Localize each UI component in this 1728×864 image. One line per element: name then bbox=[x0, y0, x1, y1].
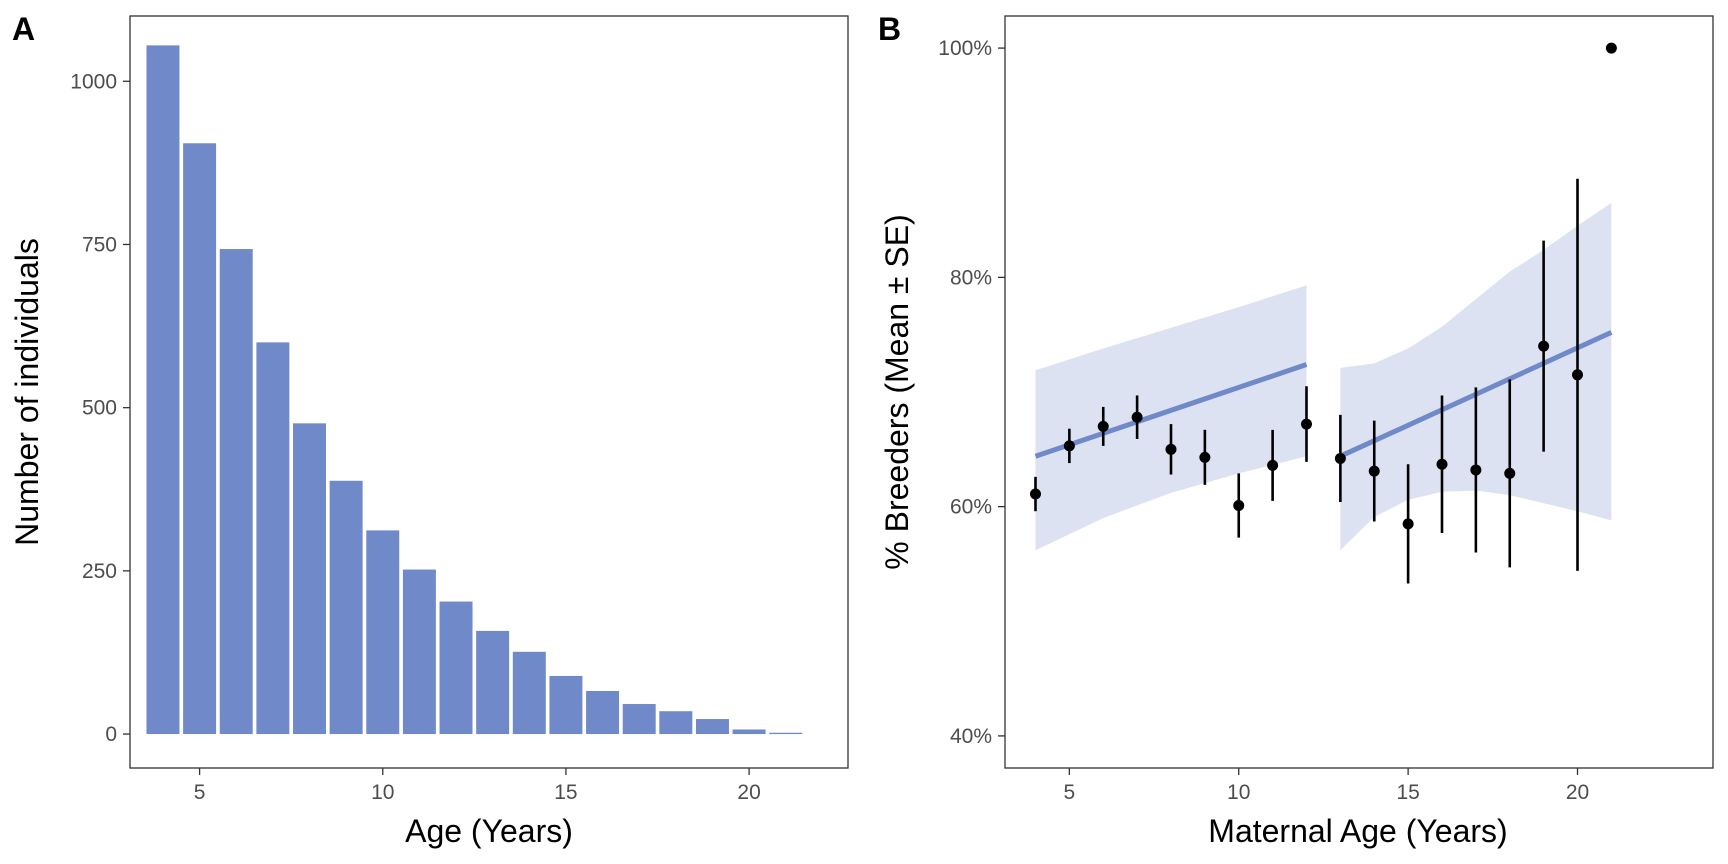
point-age-10 bbox=[1233, 499, 1245, 511]
point-age-7 bbox=[1131, 411, 1143, 423]
x-tick-label: 15 bbox=[1396, 781, 1419, 804]
point-age-4 bbox=[1029, 488, 1041, 500]
bar-age-4 bbox=[146, 45, 180, 735]
panel-a-label: A bbox=[12, 11, 35, 47]
bar-age-16 bbox=[586, 690, 620, 735]
panel-b-confidence-ribbons bbox=[1035, 202, 1612, 551]
panel-b-x-axis: 5 10 15 20 bbox=[1064, 768, 1589, 804]
y-tick-label: 250 bbox=[82, 560, 117, 583]
point-age-11 bbox=[1267, 459, 1279, 471]
point-age-5 bbox=[1063, 440, 1075, 452]
x-tick-label: 5 bbox=[194, 781, 206, 804]
confidence-ribbon-1 bbox=[1035, 285, 1307, 551]
y-tick-label: 500 bbox=[82, 397, 117, 420]
point-age-19 bbox=[1538, 340, 1550, 352]
bar-age-21 bbox=[769, 732, 803, 735]
bar-age-6 bbox=[219, 249, 253, 735]
panel-b-frame bbox=[1004, 15, 1714, 769]
bar-age-8 bbox=[293, 423, 326, 735]
bar-age-13 bbox=[476, 630, 510, 735]
panel-b-y-axis: 40% 60% 80% 100% bbox=[938, 37, 1005, 748]
y-tick-label: 60% bbox=[950, 496, 992, 519]
bar-age-17 bbox=[622, 704, 656, 735]
point-age-9 bbox=[1199, 451, 1211, 463]
panel-b: B 40% 60% 80% 100% 5 10 15 20 Maternal Age (Ye… bbox=[878, 11, 1714, 849]
point-age-20 bbox=[1571, 369, 1583, 381]
trend-line-1 bbox=[1034, 362, 1308, 459]
bar-age-12 bbox=[439, 601, 473, 735]
point-age-21 bbox=[1605, 42, 1617, 54]
bar-age-10 bbox=[366, 530, 400, 735]
panel-b-y-axis-title: % Breeders (Mean ± SE) bbox=[879, 214, 915, 569]
panel-a: A 0 250 500 750 1000 5 10 15 20 Age (Years) Num… bbox=[9, 11, 849, 849]
panel-a-y-axis-title: Number of individuals bbox=[9, 238, 45, 546]
panel-b-x-axis-title: Maternal Age (Years) bbox=[1208, 813, 1507, 849]
x-tick-label: 15 bbox=[554, 781, 577, 804]
y-tick-label: 100% bbox=[938, 37, 992, 60]
y-tick-label: 1000 bbox=[70, 70, 117, 93]
point-age-14 bbox=[1368, 465, 1380, 477]
bar-age-19 bbox=[695, 719, 729, 735]
bar-age-5 bbox=[183, 143, 217, 735]
bar-age-15 bbox=[549, 675, 583, 735]
bar-age-11 bbox=[402, 569, 436, 735]
panel-a-x-axis-title: Age (Years) bbox=[405, 813, 573, 849]
panel-b-points bbox=[1029, 42, 1617, 530]
point-age-13 bbox=[1334, 452, 1346, 464]
point-age-12 bbox=[1300, 418, 1312, 430]
x-tick-label: 10 bbox=[1227, 781, 1250, 804]
bar-age-18 bbox=[659, 711, 693, 735]
x-tick-label: 10 bbox=[371, 781, 394, 804]
point-age-8 bbox=[1165, 443, 1177, 455]
panel-a-y-axis: 0 250 500 750 1000 bbox=[70, 70, 130, 746]
panel-a-bars bbox=[146, 45, 803, 735]
point-age-15 bbox=[1402, 518, 1414, 530]
y-tick-label: 40% bbox=[950, 725, 992, 748]
panel-a-frame bbox=[129, 15, 849, 769]
point-age-17 bbox=[1470, 464, 1482, 476]
bar-age-7 bbox=[256, 342, 290, 735]
bar-age-14 bbox=[512, 651, 546, 735]
y-tick-label: 0 bbox=[105, 723, 117, 746]
bar-age-9 bbox=[329, 480, 363, 735]
bar-age-20 bbox=[732, 729, 766, 735]
y-tick-label: 750 bbox=[82, 233, 117, 256]
point-age-6 bbox=[1097, 420, 1109, 432]
y-tick-label: 80% bbox=[950, 266, 992, 289]
point-age-18 bbox=[1504, 467, 1516, 479]
x-tick-label: 20 bbox=[737, 781, 760, 804]
point-age-16 bbox=[1436, 458, 1448, 470]
x-tick-label: 20 bbox=[1566, 781, 1589, 804]
x-tick-label: 5 bbox=[1064, 781, 1076, 804]
panel-b-label: B bbox=[878, 11, 901, 47]
panel-a-x-axis: 5 10 15 20 bbox=[194, 768, 761, 804]
